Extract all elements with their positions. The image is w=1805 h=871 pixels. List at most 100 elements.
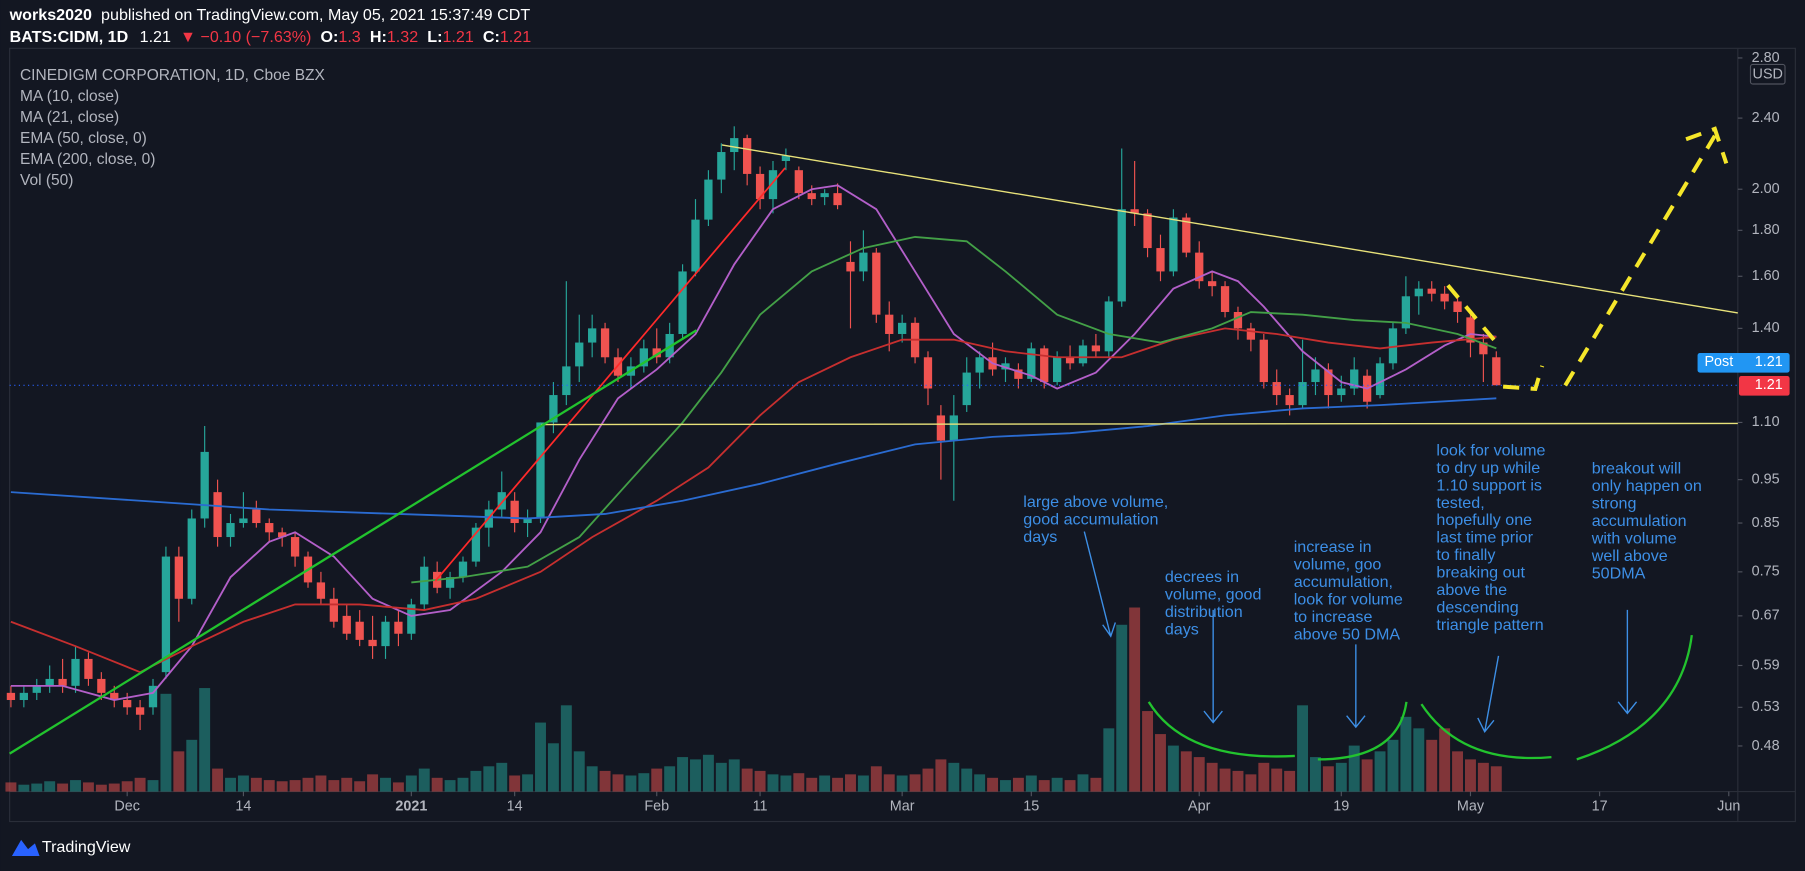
candle-body xyxy=(355,621,364,640)
candle-body xyxy=(549,395,558,423)
ma-line xyxy=(10,327,1497,674)
candle-body xyxy=(1324,369,1333,396)
candle-body xyxy=(1001,363,1010,370)
candle-body xyxy=(575,342,584,367)
volume-bar xyxy=(1400,716,1412,792)
annotation-line: good accumulation xyxy=(1023,511,1158,529)
annotations: large above volume,good accumulationdays… xyxy=(1023,441,1701,643)
candle-body xyxy=(859,252,868,272)
candle-body xyxy=(226,523,235,538)
candle-body xyxy=(1091,345,1101,352)
drawings xyxy=(9,126,1738,761)
volume-bar xyxy=(263,780,275,792)
volume-bar xyxy=(173,751,185,792)
x-tick-label: Mar xyxy=(890,798,915,814)
candle-body xyxy=(174,556,183,599)
volume-bar xyxy=(1452,751,1464,792)
volume-bar xyxy=(1206,762,1218,792)
post-price: 1.21 xyxy=(1755,354,1783,370)
candle-body xyxy=(588,328,597,343)
volume-bar xyxy=(1297,705,1309,792)
volume-bar xyxy=(367,774,379,792)
candle-body xyxy=(1169,217,1178,272)
volume-bar xyxy=(961,768,973,792)
candle-body xyxy=(394,621,403,634)
projection-line xyxy=(1446,284,1501,347)
volume-bar xyxy=(328,780,340,792)
published: published on TradingView.com, May 05, 20… xyxy=(101,6,530,24)
curve xyxy=(1420,703,1552,760)
candle-body xyxy=(1466,317,1475,343)
volume-bar xyxy=(237,775,249,792)
volume-bar xyxy=(276,781,288,792)
volume-bar xyxy=(586,766,598,792)
x-tick-label: 17 xyxy=(1592,798,1608,814)
candle-body xyxy=(471,527,481,562)
arrow xyxy=(1477,655,1500,734)
symbol: BATS:CIDM, 1D xyxy=(10,28,129,46)
x-tick-label: Dec xyxy=(114,798,140,814)
arrows xyxy=(1083,531,1638,734)
volume-bar xyxy=(1103,728,1115,792)
volume-bar xyxy=(1129,607,1141,792)
y-tick-label: 0.75 xyxy=(1752,564,1780,580)
y-tick-label: 0.85 xyxy=(1752,515,1780,531)
candle-body xyxy=(923,357,933,389)
candle-body xyxy=(407,604,416,634)
annotation-line: strong xyxy=(1592,495,1637,513)
volume-bar xyxy=(754,770,766,792)
candle-body xyxy=(1388,328,1398,364)
annotation-line: look for volume xyxy=(1294,590,1403,608)
volume-bar xyxy=(95,784,107,792)
candle-body xyxy=(329,598,338,622)
annotation-line: accumulation, xyxy=(1294,573,1393,591)
candle-body xyxy=(316,582,326,599)
annotation-line: look for volume xyxy=(1436,441,1545,459)
volume-bar xyxy=(1077,774,1089,792)
volume-bar xyxy=(974,774,986,792)
y-tick-label: 0.59 xyxy=(1752,657,1780,673)
candle-body xyxy=(1272,382,1281,396)
last: 1.21 xyxy=(140,28,171,46)
x-tick-label: 2021 xyxy=(395,798,427,814)
volume-bar xyxy=(199,688,211,792)
annotation-line: breaking out xyxy=(1436,564,1525,582)
candle-body xyxy=(1311,369,1320,383)
volume-bar xyxy=(212,768,224,792)
volume-bar xyxy=(1142,711,1154,792)
volume-bar xyxy=(380,777,391,792)
volume-bar xyxy=(405,775,417,792)
volume-bar xyxy=(870,766,882,792)
volume-bar xyxy=(896,775,908,792)
annotation-line: tested, xyxy=(1436,494,1484,512)
x-tick-label: Feb xyxy=(644,798,669,814)
candle-body xyxy=(936,415,946,441)
x-tick-label: 11 xyxy=(753,798,768,814)
candle-body xyxy=(510,500,519,524)
volume-bar xyxy=(147,780,159,792)
arrow-head xyxy=(1685,126,1729,165)
candle-body xyxy=(975,357,984,373)
volume-bar xyxy=(909,774,921,792)
projection-line xyxy=(1563,134,1717,387)
legend-entry: MA (21, close) xyxy=(20,109,119,126)
candle-body xyxy=(1078,345,1088,364)
candle-body xyxy=(497,492,506,510)
candle-body xyxy=(1053,357,1062,383)
candle-body xyxy=(1117,209,1126,302)
candle-body xyxy=(1259,339,1268,383)
x-tick-label: May xyxy=(1457,798,1485,814)
volume-bar xyxy=(857,775,869,792)
candle-body xyxy=(962,372,971,406)
trend-line xyxy=(9,329,698,755)
candle-body xyxy=(1130,209,1139,214)
volume-bar xyxy=(560,705,572,792)
candle-body xyxy=(1440,293,1449,302)
candle-body xyxy=(278,532,287,538)
candle-body xyxy=(820,193,829,198)
annotation-line: days xyxy=(1165,620,1199,638)
candle-body xyxy=(368,639,377,647)
volume-bar xyxy=(1012,777,1024,792)
y-tick-label: 1.10 xyxy=(1752,414,1780,430)
